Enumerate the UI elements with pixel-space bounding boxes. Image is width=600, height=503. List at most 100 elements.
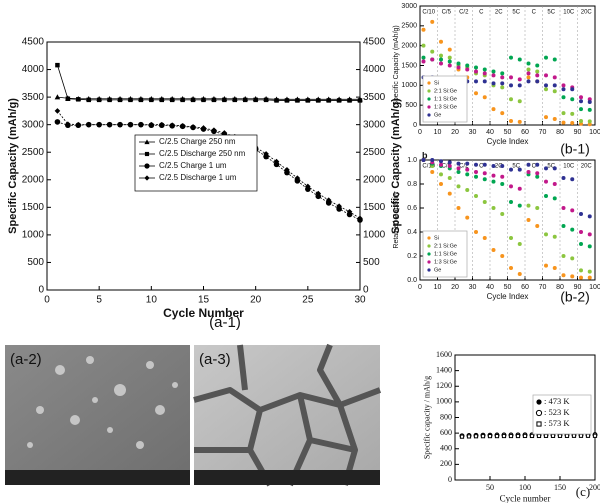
marker (117, 121, 123, 128)
x-tick-label: 200 (589, 483, 600, 492)
marker (76, 97, 81, 102)
legend-marker (535, 409, 543, 417)
marker (421, 43, 426, 48)
marker (509, 184, 513, 189)
marker (587, 97, 592, 102)
x-tick-label: 20 (451, 284, 459, 291)
panel-caption: (a-1) (209, 314, 241, 331)
y-tick-label: 0 (413, 122, 417, 129)
marker (482, 95, 487, 100)
marker (552, 166, 557, 171)
chart-panel: 0 10 20 30 40 50 60 70 80 90 100 0.0 0.2 0.4 0.6 0.8 1.0… (393, 150, 600, 304)
legend-label: : 473 K (544, 396, 570, 406)
y-tick-label: 2000 (401, 43, 417, 50)
marker (54, 94, 61, 100)
marker (326, 98, 331, 103)
marker (430, 158, 435, 162)
marker (274, 98, 279, 103)
marker (579, 268, 583, 273)
marker (439, 172, 443, 177)
marker (500, 111, 505, 116)
y-tick-label: 3000 (401, 3, 417, 10)
marker (544, 194, 548, 198)
marker (561, 273, 566, 278)
marker (482, 67, 487, 72)
marker (439, 53, 443, 58)
x-tick-label: 30 (469, 129, 477, 136)
marker (517, 272, 522, 276)
legend-marker (536, 421, 542, 427)
marker (430, 170, 435, 174)
marker (430, 19, 435, 24)
marker (491, 248, 496, 252)
marker (190, 124, 196, 130)
x-tick-label: 10 (146, 295, 158, 306)
y2-tick-label: 2000 (363, 174, 386, 185)
y-tick-label: 500 (27, 257, 44, 268)
marker (242, 97, 248, 103)
marker (579, 121, 583, 126)
marker (465, 161, 470, 166)
y-tick-label: 0 (38, 285, 44, 296)
x-tick-label: 40 (486, 129, 494, 136)
rate-label: 2C (495, 10, 503, 16)
marker (305, 98, 311, 103)
rate-label: C/2 (459, 10, 469, 16)
rate-label: C/5 (442, 164, 452, 170)
marker (447, 63, 452, 68)
marker (561, 224, 566, 228)
marker (430, 57, 435, 62)
y-tick-label: 1000 (22, 230, 45, 241)
y2-tick-label: 3500 (363, 92, 386, 103)
legend-marker (427, 260, 431, 264)
marker (557, 433, 563, 438)
marker (305, 183, 311, 190)
marker (570, 274, 575, 279)
rate-label: 2C (495, 164, 503, 170)
marker (222, 97, 227, 103)
marker (263, 151, 269, 157)
x-tick-label: 20 (451, 129, 459, 136)
marker (561, 83, 566, 88)
marker (55, 62, 60, 68)
marker (535, 79, 540, 84)
marker (561, 254, 566, 258)
marker (357, 215, 363, 222)
marker (561, 95, 566, 100)
marker (263, 97, 269, 103)
x-tick-label: 150 (554, 483, 566, 492)
x-tick-label: 5 (96, 295, 102, 306)
marker (535, 73, 540, 78)
y-tick-label: 2500 (401, 23, 417, 30)
y-tick-label: 1400 (436, 365, 452, 374)
marker (570, 97, 575, 102)
marker (587, 119, 592, 124)
y-tick-label: 2500 (22, 147, 45, 158)
marker (561, 120, 566, 125)
marker (509, 75, 513, 80)
marker (526, 203, 531, 208)
x-tick-label: 70 (539, 284, 547, 291)
legend-label: 1:3 Si:Ge (434, 259, 457, 265)
marker (570, 256, 575, 261)
marker (487, 433, 493, 439)
marker (552, 182, 557, 186)
marker (295, 98, 300, 103)
legend-label: C/2.5 Charge 1 um (159, 161, 227, 170)
marker (535, 171, 540, 176)
legend-label: C/2.5 Discharge 250 nm (159, 149, 246, 158)
marker (456, 161, 461, 166)
marker (294, 175, 301, 181)
marker (522, 433, 528, 439)
x-tick-label: 100 (519, 483, 531, 492)
marker (439, 182, 443, 186)
x-tick-label: 0 (418, 284, 422, 291)
marker (509, 83, 513, 88)
marker (421, 27, 426, 32)
marker (517, 167, 522, 172)
x-tick-label: 0 (44, 295, 50, 306)
marker (75, 121, 82, 128)
y2-tick-label: 0 (363, 285, 369, 296)
marker (561, 87, 566, 92)
marker (253, 97, 258, 103)
